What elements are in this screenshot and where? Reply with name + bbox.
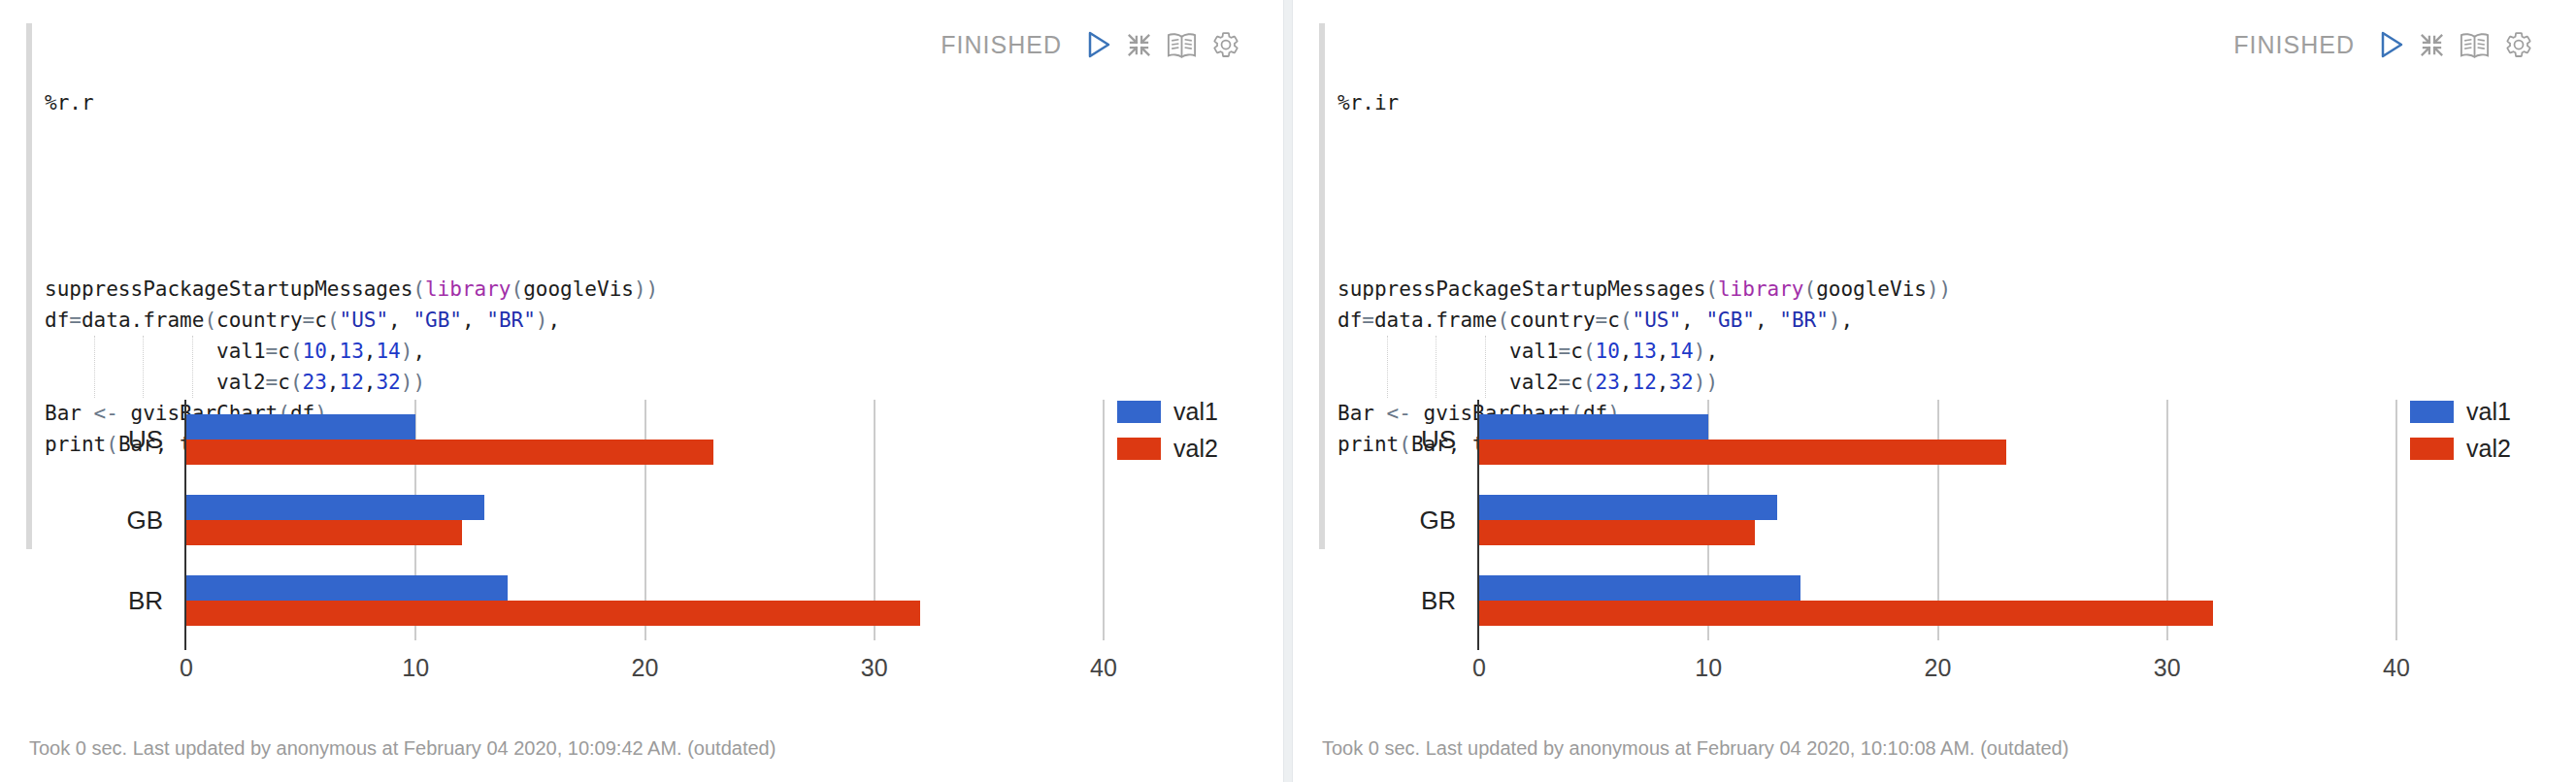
- bar-val2-GB[interactable]: [1479, 520, 1755, 545]
- legend-swatch: [1117, 401, 1161, 423]
- category-label-GB: GB: [0, 505, 163, 536]
- legend-swatch: [2410, 401, 2454, 423]
- paragraph-title: %r.ir: [1338, 87, 2508, 118]
- paragraph: FINISHED: [1293, 0, 2576, 782]
- blank-line: [1338, 180, 2508, 212]
- settings-button[interactable]: [1211, 30, 1240, 59]
- legend-swatch: [2410, 438, 2454, 460]
- legend-item-val2: val2: [1117, 438, 1218, 460]
- paragraph: FINISHED: [0, 0, 1283, 782]
- code-line: val2=c(23,12,32)): [45, 367, 1215, 398]
- axis-stub: [184, 640, 186, 650]
- code-line: val1=c(10,13,14),: [45, 336, 1215, 367]
- indent-guide: [143, 336, 144, 398]
- bar-val1-US[interactable]: [186, 414, 415, 440]
- axis-stub: [1477, 640, 1479, 650]
- category-label-US: US: [0, 425, 163, 455]
- indent-guide: [1436, 336, 1437, 398]
- code-line: val1=c(10,13,14),: [1338, 336, 2508, 367]
- plot-area: 010203040: [1477, 400, 2396, 640]
- bar-val1-US[interactable]: [1479, 414, 1708, 440]
- bar-val2-GB[interactable]: [186, 520, 462, 545]
- x-tick-label: 0: [180, 654, 193, 682]
- legend-label: val1: [2466, 398, 2511, 426]
- code-line: df=data.frame(country=c("US", "GB", "BR"…: [45, 305, 1215, 336]
- bar-val1-GB[interactable]: [1479, 495, 1777, 520]
- bar-val2-BR[interactable]: [1479, 601, 2213, 626]
- x-tick-label: 30: [2154, 654, 2181, 682]
- gridline: [2395, 400, 2397, 640]
- bar-val2-BR[interactable]: [186, 601, 920, 626]
- code-line: df=data.frame(country=c("US", "GB", "BR"…: [1338, 305, 2508, 336]
- code-line: suppressPackageStartupMessages(library(g…: [1338, 274, 2508, 305]
- settings-button[interactable]: [2504, 30, 2533, 59]
- plot-area: 010203040: [184, 400, 1104, 640]
- x-tick-label: 30: [861, 654, 888, 682]
- gear-icon: [2504, 30, 2533, 59]
- paragraph-footer: Took 0 sec. Last updated by anonymous at…: [1322, 737, 2068, 760]
- category-label-BR: BR: [0, 585, 163, 615]
- bar-val2-US[interactable]: [1479, 440, 2006, 465]
- bar-chart: 010203040 val1val2 USGBBR: [1293, 400, 2576, 691]
- blank-line: [45, 180, 1215, 212]
- indent-guide: [1387, 336, 1388, 398]
- chart-legend: val1 val2: [1117, 401, 1218, 474]
- legend-item-val1: val1: [2410, 401, 2511, 423]
- legend-swatch: [1117, 438, 1161, 460]
- gear-icon: [1211, 30, 1240, 59]
- legend-item-val1: val1: [1117, 401, 1218, 423]
- category-label-US: US: [1293, 425, 1456, 455]
- category-label-BR: BR: [1293, 585, 1456, 615]
- x-tick-label: 20: [632, 654, 659, 682]
- legend-label: val2: [2466, 435, 2511, 463]
- paragraph-divider: [1283, 0, 1293, 782]
- legend-item-val2: val2: [2410, 438, 2511, 460]
- paragraph-footer: Took 0 sec. Last updated by anonymous at…: [29, 737, 776, 760]
- x-tick-label: 40: [1090, 654, 1117, 682]
- code-line: val2=c(23,12,32)): [1338, 367, 2508, 398]
- indent-guide: [94, 336, 95, 398]
- x-tick-label: 10: [402, 654, 429, 682]
- indent-guide: [1485, 336, 1486, 398]
- gridline: [1103, 400, 1105, 640]
- legend-label: val2: [1173, 435, 1218, 463]
- bar-val2-US[interactable]: [186, 440, 713, 465]
- category-label-GB: GB: [1293, 505, 1456, 536]
- bar-val1-BR[interactable]: [186, 575, 508, 601]
- notebook-paragraph-row: FINISHED: [0, 0, 2576, 782]
- chart-legend: val1 val2: [2410, 401, 2511, 474]
- x-tick-label: 10: [1695, 654, 1722, 682]
- legend-label: val1: [1173, 398, 1218, 426]
- x-tick-label: 0: [1472, 654, 1486, 682]
- x-tick-label: 20: [1925, 654, 1952, 682]
- bar-val1-GB[interactable]: [186, 495, 484, 520]
- indent-guide: [192, 336, 193, 398]
- x-tick-label: 40: [2383, 654, 2410, 682]
- bar-val1-BR[interactable]: [1479, 575, 1800, 601]
- code-line: suppressPackageStartupMessages(library(g…: [45, 274, 1215, 305]
- paragraph-title: %r.r: [45, 87, 1215, 118]
- bar-chart: 010203040 val1val2 USGBBR: [0, 400, 1283, 691]
